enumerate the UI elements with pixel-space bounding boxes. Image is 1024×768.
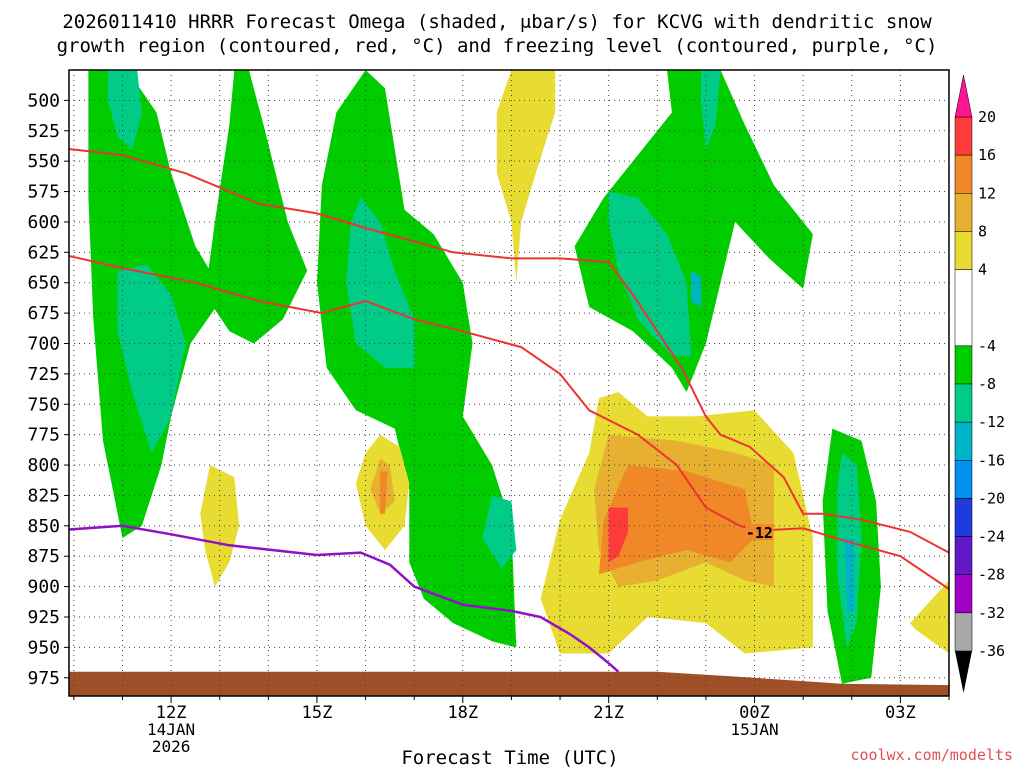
omega-region-19 [608,507,629,563]
colorbar-label-8: -16 [978,451,1005,469]
colorbar-label-2: 12 [978,184,996,202]
date-label-0-1: 2026 [152,737,191,756]
omega-region-10 [608,191,692,356]
dgz-contour-label-bg [745,524,774,541]
colorbar-band-11 [954,574,973,614]
omega-region-1 [107,70,142,149]
colorbar-label-4: 4 [978,261,987,279]
y-tick-label-825: 825 [27,485,60,506]
plot-frame [68,69,950,697]
x-tick-label-12Z: 12Z [156,703,187,723]
y-tick-label-925: 925 [27,607,60,628]
colorbar-label-10: -24 [978,528,1005,546]
omega-region-22 [844,538,855,611]
colorbar-label-9: -20 [978,489,1005,507]
omega-region-6 [482,495,517,569]
colorbar-band-12 [954,612,973,652]
colorbar-label-11: -28 [978,566,1005,584]
credit-text: coolwx.com/modelts [850,746,1013,764]
colorbar-label-5: -4 [978,337,996,355]
colorbar-band-8 [954,460,973,499]
y-tick-label-575: 575 [27,182,60,203]
colorbar-label-3: 8 [978,222,987,240]
omega-region-18 [598,465,755,575]
dgz-contour-1 [69,255,949,590]
y-tick-label-725: 725 [27,364,60,385]
omega-region-15 [380,471,388,514]
y-tick-label-750: 750 [27,394,60,415]
x-tick-label-21Z: 21Z [593,703,624,723]
colorbar-bottom-arrow [955,651,972,693]
y-tick-label-975: 975 [27,668,60,689]
y-tick-label-900: 900 [27,577,60,598]
date-label-1-0: 15JAN [730,720,778,739]
colorbar-label-6: -8 [978,375,996,393]
omega-region-11 [691,270,701,307]
y-tick-label-950: 950 [27,637,60,658]
omega-region-9 [701,70,721,149]
omega-region-8 [574,70,813,393]
omega-region-5 [346,197,415,368]
colorbar: 20 16 12 8 4 -4 -8 -12 -16 -20 -24 -28 -32 -36 [954,74,1005,693]
colorbar-band-2 [954,193,973,232]
y-tick-label-625: 625 [27,242,60,263]
colorbar-label-12: -32 [978,604,1005,622]
y-tick-label-875: 875 [27,546,60,567]
x-tick-label-18Z: 18Z [447,703,478,723]
y-tick-label-850: 850 [27,516,60,537]
grid-layer [69,70,949,696]
colorbar-band-5 [954,345,973,385]
x-axis-label: Forecast Time (UTC) [401,747,618,768]
y-tick-label-600: 600 [27,212,60,233]
colorbar-band-7 [954,421,973,461]
y-tick-label-650: 650 [27,273,60,294]
plot-area: -12 [69,70,949,696]
x-tick-label-15Z: 15Z [302,703,333,723]
y-tick-label-800: 800 [27,455,60,476]
pressure-axis: 500 525 550 575 600 625 650 675 700 725 750 775 800 8… [27,90,69,689]
omega-region-3 [205,70,308,344]
y-tick-label-675: 675 [27,303,60,324]
freezing-level-contour [69,524,620,673]
colorbar-label-13: -36 [978,642,1005,660]
colorbar-band-6 [954,383,973,423]
omega-region-7 [496,70,556,283]
dgz-contour-label: -12 [746,524,773,542]
colorbar-label-7: -12 [978,413,1005,431]
y-tick-label-550: 550 [27,151,60,172]
colorbar-band-10 [954,536,973,575]
x-tick-label-00Z: 00Z [739,703,770,723]
x-tick-label-03Z: 03Z [885,703,916,723]
colorbar-band-1 [954,154,973,194]
y-tick-label-525: 525 [27,121,60,142]
y-tick-label-775: 775 [27,425,60,446]
y-tick-label-700: 700 [27,333,60,354]
colorbar-band-0 [954,116,973,156]
date-label-0-0: 14JAN [147,720,195,739]
y-tick-label-500: 500 [27,90,60,111]
omega-region-2 [117,264,186,453]
colorbar-label-1: 16 [978,146,996,164]
chart-title-line-1: 2026011410 HRRR Forecast Omega (shaded, … [62,11,932,33]
chart-title-line-2: growth region (contoured, red, °C) and f… [57,35,938,57]
contour-layer: -12 [69,148,949,673]
colorbar-band-4 [954,269,973,347]
colorbar-band-9 [954,498,973,537]
colorbar-top-arrow [954,74,973,118]
colorbar-label-0: 20 [978,108,996,126]
colorbar-band-3 [954,231,973,270]
dgz-contour-0 [69,148,949,554]
